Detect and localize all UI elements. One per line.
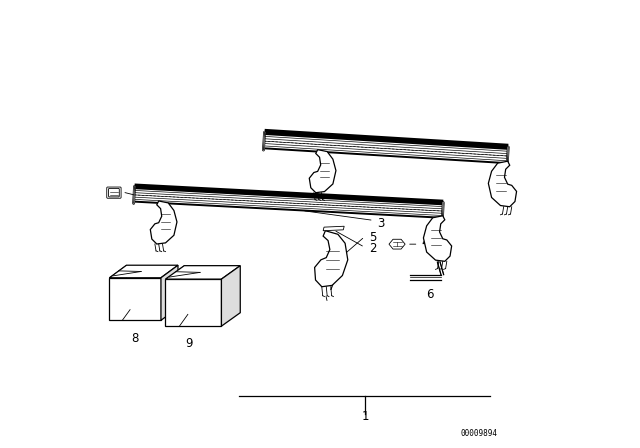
Polygon shape bbox=[389, 239, 405, 249]
Polygon shape bbox=[109, 265, 178, 278]
Text: 7: 7 bbox=[328, 280, 336, 293]
Polygon shape bbox=[165, 279, 221, 326]
Polygon shape bbox=[165, 266, 184, 326]
Polygon shape bbox=[488, 161, 516, 207]
Text: 4: 4 bbox=[421, 236, 429, 250]
Text: 5: 5 bbox=[369, 231, 377, 244]
Text: 3: 3 bbox=[377, 216, 384, 230]
Text: 8: 8 bbox=[132, 332, 139, 345]
Text: 9: 9 bbox=[186, 337, 193, 350]
FancyBboxPatch shape bbox=[107, 187, 121, 198]
Polygon shape bbox=[150, 201, 177, 244]
FancyBboxPatch shape bbox=[109, 189, 119, 197]
Polygon shape bbox=[221, 266, 240, 326]
Polygon shape bbox=[315, 231, 348, 287]
Text: 6: 6 bbox=[426, 288, 433, 301]
Polygon shape bbox=[109, 265, 127, 320]
Text: 2: 2 bbox=[369, 242, 377, 255]
Polygon shape bbox=[309, 150, 336, 193]
Polygon shape bbox=[323, 226, 344, 231]
Polygon shape bbox=[165, 266, 240, 279]
Text: 1: 1 bbox=[362, 410, 369, 423]
Polygon shape bbox=[109, 278, 161, 320]
Polygon shape bbox=[424, 216, 452, 261]
Text: 00009894: 00009894 bbox=[461, 429, 497, 438]
Polygon shape bbox=[161, 265, 178, 320]
